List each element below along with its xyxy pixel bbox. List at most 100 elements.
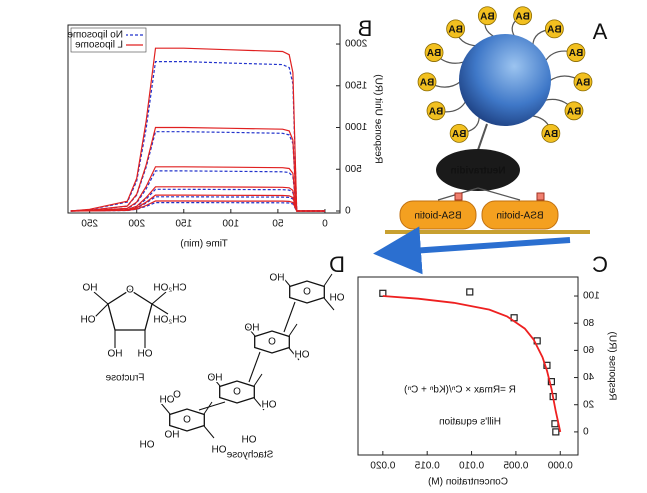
data-point — [552, 428, 560, 436]
atom-label: OH — [295, 350, 310, 361]
atom-label: HO — [164, 430, 179, 441]
x-tick-label: 0 — [322, 219, 328, 230]
ring-bonds — [209, 373, 265, 411]
atom-label: OH — [242, 435, 257, 446]
ba-ligand — [541, 123, 561, 143]
y-tick-label: 0 — [583, 427, 589, 438]
atom-label: O — [233, 387, 241, 398]
x-tick-label: 200 — [128, 219, 145, 230]
x-axis-label: Time (min) — [180, 239, 227, 250]
x-tick-label: 0.020 — [370, 461, 395, 472]
atom-label: O — [303, 287, 311, 298]
atom-label: OH — [81, 315, 96, 326]
ba-ligand — [544, 19, 564, 39]
ba-label: BA — [544, 129, 558, 140]
ba-ligand — [424, 43, 444, 62]
panel-label: A — [592, 19, 607, 44]
atom-label: HO — [107, 349, 122, 360]
atom-label: HO — [244, 323, 259, 334]
ba-label: BA — [567, 106, 581, 117]
atom-label: HO — [207, 373, 222, 384]
atom-label: OH — [140, 440, 155, 451]
sugar-ring — [289, 280, 325, 304]
biotin-tag — [536, 192, 545, 201]
atom-label: O — [268, 337, 276, 348]
atom-label: CH₂OH — [153, 283, 186, 294]
y-tick-label: 1500 — [345, 80, 368, 91]
response-curve — [70, 166, 325, 212]
x-axis-label: Concentration (M) — [428, 477, 508, 488]
ring-bonds — [159, 401, 215, 439]
bsa-label: BSA-biotin — [414, 211, 461, 222]
ba-ligand — [426, 101, 446, 121]
atom-label: O — [183, 415, 191, 426]
ba-label: BA — [480, 11, 494, 22]
fructose-bonds — [93, 291, 169, 348]
glycosidic-bond — [283, 301, 296, 333]
plot-frame — [67, 24, 341, 214]
y-tick-label: 80 — [583, 318, 595, 329]
bsa-blob — [399, 200, 477, 230]
gold-surface — [385, 230, 590, 234]
response-curve — [70, 47, 325, 212]
legend-box — [70, 27, 147, 53]
y-tick-label: 40 — [583, 372, 595, 383]
panel-label: B — [358, 16, 373, 41]
ba-ligand — [477, 6, 497, 26]
equation: R =Rmax × Cⁿ/(Kdⁿ + Cⁿ) — [404, 385, 516, 396]
ba-ligand — [417, 72, 437, 92]
atom-label: OH — [212, 445, 227, 456]
x-tick-label: 50 — [272, 219, 284, 230]
atom-label: OH — [262, 400, 277, 411]
fit-curve — [382, 295, 562, 433]
legend-label: No liposome — [67, 30, 123, 41]
ring-bonds — [244, 323, 300, 361]
atom-label: CH₂OH — [153, 315, 186, 326]
response-curve — [70, 186, 325, 212]
sugar-ring — [219, 380, 255, 404]
y-tick-label: 1000 — [345, 122, 368, 133]
sugar-ring — [254, 330, 290, 354]
response-curve — [70, 131, 325, 212]
y-tick-label: 0 — [345, 206, 351, 217]
legend-label: L liposome — [75, 40, 123, 51]
y-tick-label: 20 — [583, 399, 595, 410]
panel-label: C — [592, 252, 608, 277]
biotin-tag — [454, 192, 463, 201]
x-tick-label: 0.015 — [414, 461, 439, 472]
neutravidin — [436, 149, 520, 191]
data-point — [551, 420, 559, 428]
ba-label: BA — [429, 106, 443, 117]
ba-label: BA — [576, 78, 590, 89]
atom-label: HO — [269, 273, 284, 284]
x-tick-label: 150 — [175, 219, 192, 230]
plot-frame — [357, 276, 579, 456]
ba-label: BA — [427, 48, 441, 59]
fructose-ring — [107, 289, 153, 331]
equation-name: Hill's equation — [439, 417, 501, 428]
ba-label: BA — [547, 25, 561, 36]
y-tick-label: 2000 — [345, 39, 368, 50]
stalk — [477, 123, 488, 151]
atom-label: O — [173, 390, 181, 401]
glycosidic-bond — [248, 351, 261, 383]
y-tick-label: 500 — [345, 164, 362, 175]
ring-bonds — [279, 273, 335, 311]
bsa-label: BSA-biotin — [496, 211, 543, 222]
glycosidic-bond — [198, 401, 226, 411]
response-curve — [70, 126, 325, 212]
x-tick-label: 0.000 — [547, 461, 572, 472]
bsa-blob — [481, 200, 559, 230]
atom-label: HO — [82, 283, 97, 294]
data-point — [466, 288, 474, 296]
x-tick-label: 0.010 — [459, 461, 484, 472]
y-axis-label: Response Unit (RU) — [372, 74, 383, 163]
response-curve — [70, 61, 325, 212]
x-tick-label: 250 — [81, 219, 98, 230]
y-axis-label: Response (RU) — [606, 332, 617, 401]
x-tick-label: 0.005 — [503, 461, 528, 472]
stachyose-name: Stachyose — [226, 450, 273, 461]
y-tick-label: 100 — [583, 291, 600, 302]
ba-label: BA — [420, 78, 434, 89]
